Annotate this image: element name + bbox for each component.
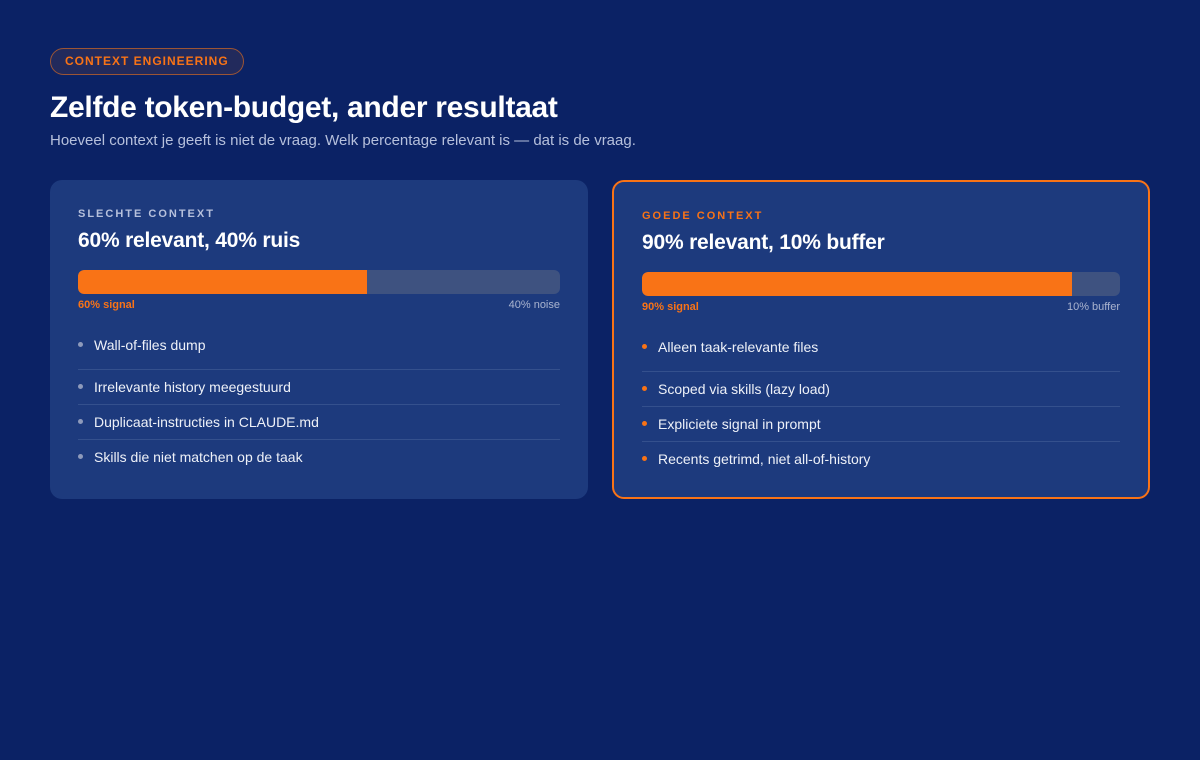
- dot-icon: [642, 344, 647, 349]
- list-item: Scoped via skills (lazy load): [642, 372, 1120, 407]
- dot-icon: [78, 454, 83, 459]
- comparison-cards: SLECHTE CONTEXT 60% relevant, 40% ruis 6…: [50, 180, 1150, 500]
- bad-context-list: Wall-of-files dump Irrelevante history m…: [78, 336, 560, 475]
- bar-labels: 90% signal 10% buffer: [642, 301, 1120, 314]
- signal-label: 60% signal: [78, 299, 135, 311]
- list-item-text: Expliciete signal in prompt: [658, 416, 821, 432]
- slide: CONTEXT ENGINEERING Zelfde token-budget,…: [50, 48, 1150, 499]
- dot-icon: [642, 386, 647, 391]
- list-item: Wall-of-files dump: [78, 336, 560, 370]
- signal-bar-fill: [642, 272, 1073, 296]
- card-heading: 60% relevant, 40% ruis: [78, 229, 301, 252]
- dot-icon: [642, 421, 647, 426]
- noise-label: 40% noise: [508, 299, 560, 311]
- list-item: Skills die niet matchen op de taak: [78, 440, 560, 475]
- list-item-text: Duplicaat-instructies in CLAUDE.md: [94, 414, 319, 430]
- list-item-text: Irrelevante history meegestuurd: [94, 379, 291, 395]
- signal-bar: [78, 270, 560, 294]
- bad-context-card: SLECHTE CONTEXT 60% relevant, 40% ruis 6…: [50, 180, 588, 499]
- card-label: SLECHTE CONTEXT: [78, 208, 215, 220]
- good-context-card: GOEDE CONTEXT 90% relevant, 10% buffer 9…: [612, 180, 1150, 499]
- list-item: Alleen taak-relevante files: [642, 338, 1120, 372]
- list-item-text: Alleen taak-relevante files: [658, 339, 819, 355]
- dot-icon: [78, 419, 83, 424]
- buffer-label: 10% buffer: [1066, 301, 1120, 313]
- list-item: Expliciete signal in prompt: [642, 407, 1120, 442]
- dot-icon: [78, 342, 83, 347]
- page-title: Zelfde token-budget, ander resultaat: [50, 91, 558, 124]
- list-item-text: Wall-of-files dump: [94, 337, 206, 353]
- card-heading: 90% relevant, 10% buffer: [642, 231, 885, 254]
- list-item-text: Skills die niet matchen op de taak: [94, 449, 303, 465]
- card-label: GOEDE CONTEXT: [642, 210, 764, 222]
- signal-bar: [642, 272, 1120, 296]
- page-subtitle: Hoeveel context je geeft is niet de vraa…: [50, 132, 636, 149]
- list-item: Duplicaat-instructies in CLAUDE.md: [78, 405, 560, 440]
- bar-labels: 60% signal 40% noise: [78, 299, 560, 312]
- list-item: Recents getrimd, niet all-of-history: [642, 442, 1120, 477]
- list-item-text: Recents getrimd, niet all-of-history: [658, 451, 871, 467]
- signal-label: 90% signal: [642, 301, 699, 313]
- dot-icon: [642, 456, 647, 461]
- list-item-text: Scoped via skills (lazy load): [658, 381, 830, 397]
- signal-bar-fill: [78, 270, 368, 294]
- list-item: Irrelevante history meegestuurd: [78, 370, 560, 405]
- dot-icon: [78, 384, 83, 389]
- good-context-list: Alleen taak-relevante files Scoped via s…: [642, 338, 1120, 477]
- category-badge: CONTEXT ENGINEERING: [50, 48, 244, 75]
